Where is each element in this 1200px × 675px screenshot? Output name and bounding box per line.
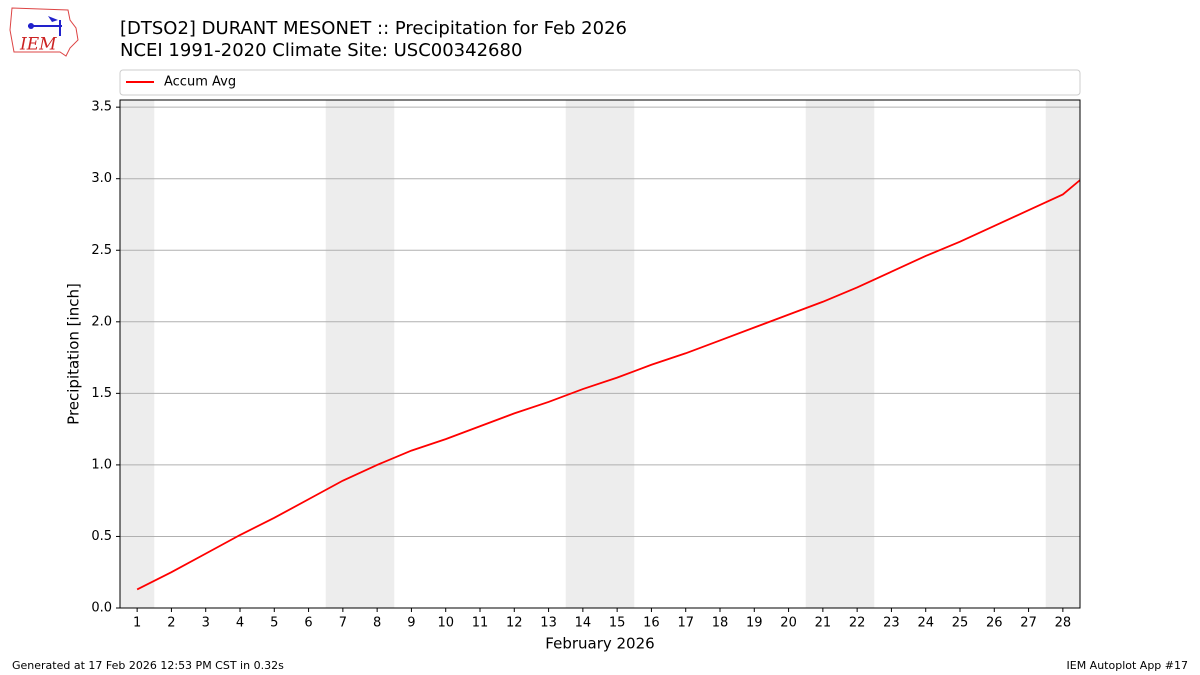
x-tick-label: 1	[133, 616, 141, 631]
x-tick-label: 21	[815, 616, 832, 631]
x-tick-label: 10	[437, 616, 454, 631]
x-tick-label: 27	[1020, 616, 1037, 631]
x-tick-label: 19	[746, 616, 763, 631]
x-tick-label: 13	[540, 616, 557, 631]
y-tick-label: 0.0	[91, 601, 112, 616]
footer-right: IEM Autoplot App #17	[1067, 659, 1189, 672]
x-tick-label: 4	[236, 616, 244, 631]
y-tick-label: 3.0	[91, 171, 112, 186]
y-tick-label: 2.0	[91, 314, 112, 329]
y-tick-label: 2.5	[91, 243, 112, 258]
chart-title: [DTSO2] DURANT MESONET :: Precipitation …	[120, 18, 627, 39]
data-line	[136, 178, 1080, 591]
footer-left: Generated at 17 Feb 2026 12:53 PM CST in…	[12, 659, 284, 672]
y-tick-label: 3.5	[91, 100, 112, 115]
y-tick-label: 0.5	[91, 529, 112, 544]
logo-text: IEM	[19, 35, 57, 55]
x-tick-label: 7	[339, 616, 347, 631]
legend-box	[119, 69, 1081, 96]
x-tick-label: 22	[849, 616, 866, 631]
x-tick-label: 14	[575, 616, 592, 631]
y-tick-label: 1.5	[91, 386, 112, 401]
x-tick-label: 17	[677, 616, 694, 631]
x-tick-label: 28	[1055, 616, 1072, 631]
x-tick-label: 11	[472, 616, 489, 631]
x-tick-label: 15	[609, 616, 626, 631]
x-tick-label: 18	[712, 616, 729, 631]
x-tick-label: 23	[883, 616, 900, 631]
x-tick-label: 2	[167, 616, 175, 631]
weekend-shade	[565, 100, 635, 608]
legend-label: Accum Avg	[164, 75, 236, 90]
x-tick-label: 12	[506, 616, 523, 631]
weekend-shade	[805, 100, 875, 608]
x-tick-label: 6	[304, 616, 312, 631]
weekend-shade	[120, 100, 155, 608]
x-tick-label: 25	[952, 616, 969, 631]
logo: IEM	[9, 7, 79, 57]
weekend-shade	[1045, 100, 1080, 608]
x-axis-label: February 2026	[545, 635, 654, 653]
x-tick-label: 8	[373, 616, 381, 631]
x-tick-label: 3	[202, 616, 210, 631]
x-tick-label: 20	[780, 616, 797, 631]
chart-subtitle: NCEI 1991-2020 Climate Site: USC00342680	[120, 40, 522, 61]
x-tick-label: 26	[986, 616, 1003, 631]
x-tick-label: 5	[270, 616, 278, 631]
x-tick-label: 9	[407, 616, 415, 631]
x-tick-label: 16	[643, 616, 660, 631]
weekend-shade	[325, 100, 395, 608]
y-tick-label: 1.0	[91, 457, 112, 472]
plot-frame	[119, 99, 1081, 609]
x-tick-label: 24	[917, 616, 934, 631]
y-axis-label: Precipitation [inch]	[65, 283, 83, 425]
